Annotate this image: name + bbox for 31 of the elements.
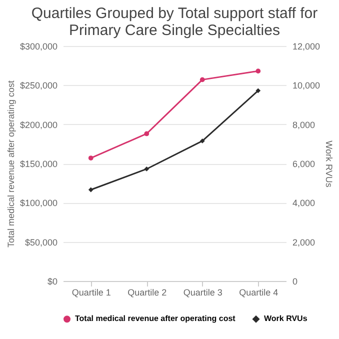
- legend-label: Work RVUs: [264, 314, 308, 324]
- y-tick-label: $300,000: [20, 42, 58, 52]
- y2-tick-label: 4,000: [292, 198, 316, 208]
- point: [88, 156, 94, 160]
- y-tick-label: $250,000: [20, 80, 58, 91]
- point: [200, 138, 205, 144]
- y-tick-label: $50,000: [24, 237, 58, 248]
- y-tick-label: $150,000: [20, 159, 58, 169]
- legend-label: Total medical revenue after operating cost: [75, 314, 236, 324]
- point: [256, 68, 261, 74]
- y2-tick-label: 8,000: [292, 120, 316, 130]
- point: [200, 77, 205, 82]
- y2-tick-label: 10,000: [292, 80, 320, 91]
- x-tick-label: Quartile 4: [239, 288, 278, 298]
- y-tick-label: $100,000: [20, 198, 58, 208]
- point: [144, 166, 150, 172]
- y2-tick-label: 2,000: [292, 237, 316, 248]
- chart-title: Quartiles Grouped by Total support staff for Primary Care Single Specialties: [31, 5, 318, 39]
- y-axis-title: Total medical revenue after operating cost: [6, 80, 16, 248]
- y2-tick-label: 6,000: [292, 159, 316, 169]
- y2-axis-title: Work RVUs: [324, 140, 334, 188]
- y2-tick-label: 12,000: [292, 42, 320, 52]
- point: [256, 88, 261, 94]
- y2-tick-label: 0: [292, 276, 298, 286]
- x-tick-label: Quartile 2: [128, 288, 167, 298]
- point: [88, 187, 94, 192]
- point: [144, 131, 150, 136]
- y-tick-label: $200,000: [20, 120, 58, 130]
- y-tick-label: $0: [47, 276, 58, 286]
- x-tick-label: Quartile 3: [183, 288, 222, 298]
- x-tick-label: Quartile 1: [72, 288, 111, 298]
